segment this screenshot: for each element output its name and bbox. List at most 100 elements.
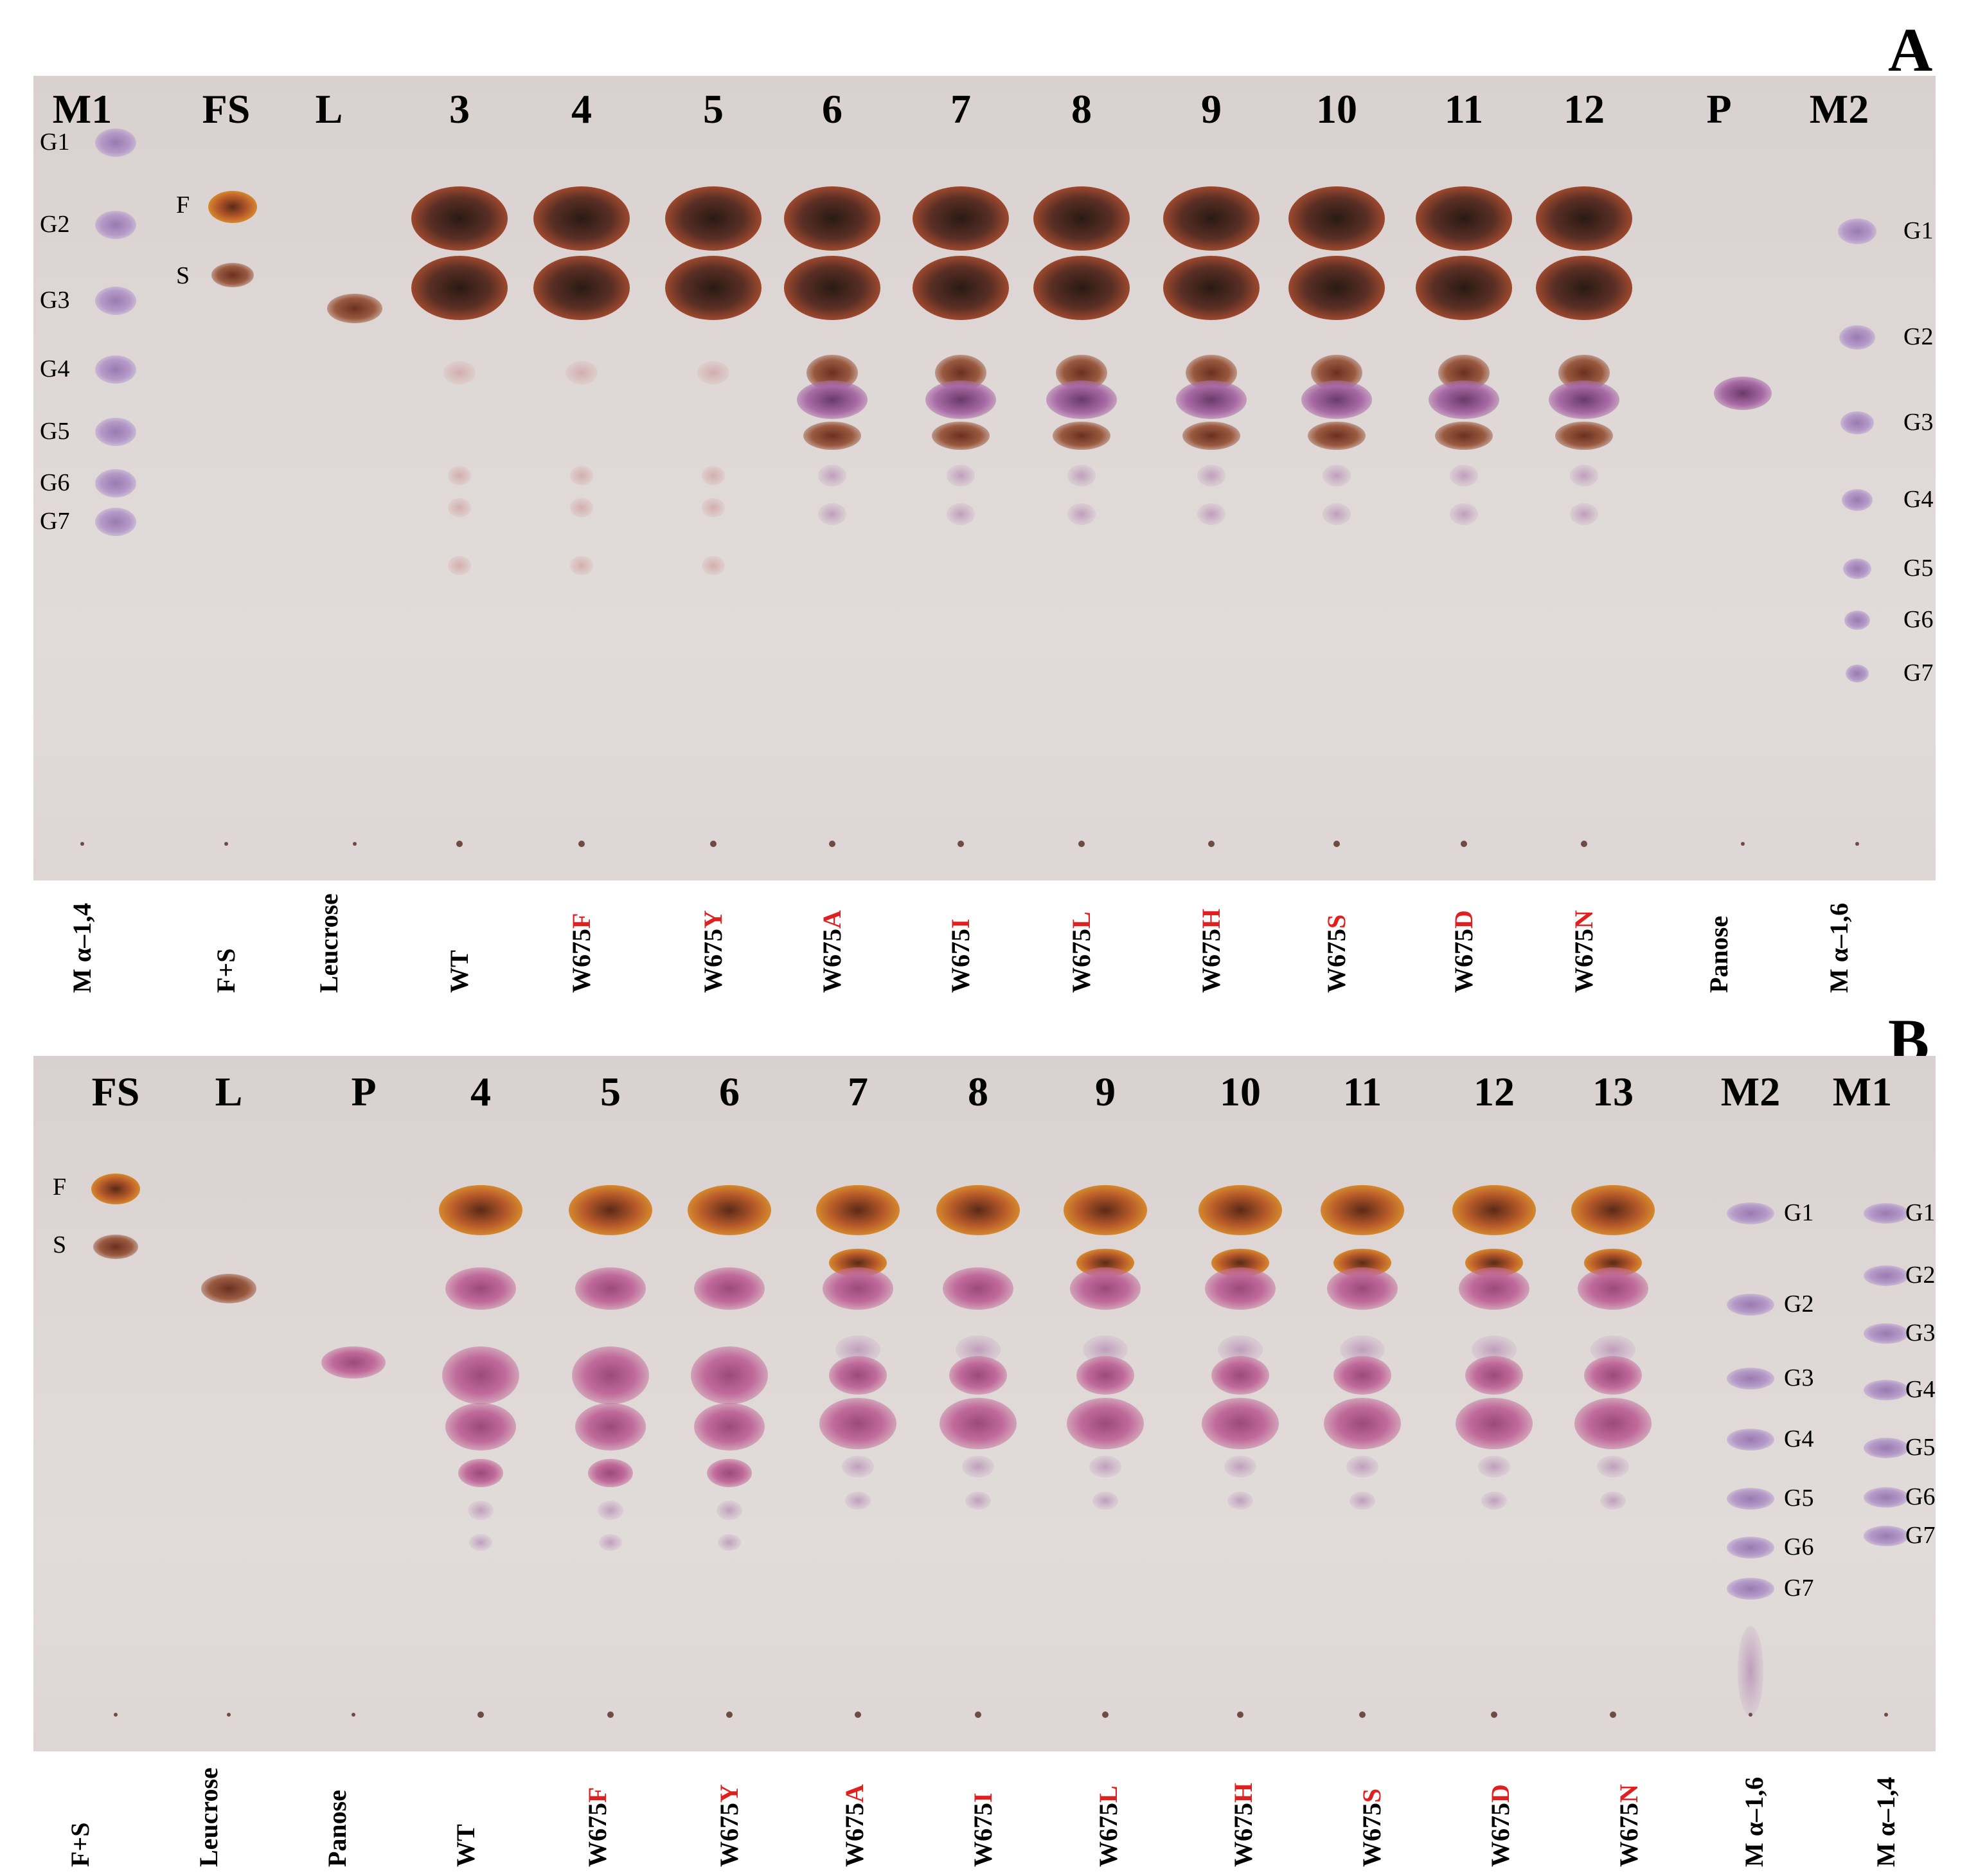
- glucose-spot: [936, 1185, 1020, 1235]
- product-spot: [448, 466, 471, 485]
- lane-label: W675A: [840, 1784, 869, 1867]
- lane-header: 11: [1342, 1069, 1382, 1114]
- std-label-right: G2: [1903, 323, 1934, 350]
- standard-spot: [1839, 325, 1875, 350]
- product-spot: [1465, 1356, 1523, 1395]
- product-spot: [1584, 1356, 1642, 1395]
- lane-label: W675I: [946, 918, 975, 993]
- tlc-plate-b: FS L P 4 5 6 7 8 9 10 11 12 13 M2 M1 F S G1 G2 G3 G4 G5 G6 G7 G1…: [33, 1056, 1936, 1751]
- product-spot: [818, 503, 846, 525]
- std-label-m2: G7: [1784, 1575, 1814, 1602]
- lane-header: 7: [848, 1069, 868, 1114]
- lane-label-base: W675: [1094, 1803, 1123, 1867]
- lane-header: 3: [449, 86, 470, 132]
- product-spot: [665, 256, 762, 320]
- lane-label: W675F: [583, 1787, 612, 1867]
- lane-label-base: WT: [445, 950, 474, 993]
- mutation-residue: I: [968, 1792, 997, 1803]
- origin-dot: [224, 842, 228, 846]
- product-spot: [1456, 1398, 1533, 1449]
- lane-label-base: W675: [1569, 929, 1598, 993]
- product-spot: [570, 466, 593, 485]
- product-spot: [1046, 380, 1117, 419]
- lane-header: 8: [968, 1069, 988, 1114]
- lane-header: 11: [1444, 86, 1484, 132]
- lane-label: W675D: [1449, 910, 1478, 993]
- lane-label: W675A: [817, 910, 846, 993]
- origin-dot: [1102, 1711, 1109, 1718]
- lane-header: P: [1706, 86, 1732, 132]
- lane-label: W675Y: [715, 1784, 744, 1867]
- origin-dot: [1749, 1713, 1752, 1717]
- standard-spot: [1864, 1265, 1909, 1286]
- lane-label: WT: [451, 1824, 480, 1867]
- lane-label-base: W675: [840, 1803, 869, 1867]
- product-spot: [411, 256, 508, 320]
- product-spot: [566, 361, 598, 384]
- std-label-m2: G4: [1784, 1425, 1814, 1452]
- lane-label-base: W675: [1322, 929, 1351, 993]
- origin-dot: [1491, 1711, 1497, 1718]
- standard-spot: [1727, 1368, 1774, 1389]
- lane-label: W675N: [1569, 910, 1598, 993]
- lane-label: W675D: [1486, 1784, 1515, 1867]
- lane-label: W675Y: [699, 910, 727, 993]
- standard-spot: [95, 418, 136, 446]
- product-spot: [1327, 1267, 1398, 1310]
- mutation-residue: A: [817, 910, 846, 929]
- mutation-residue: Y: [699, 910, 727, 929]
- product-spot: [1478, 1456, 1510, 1478]
- product-spot: [697, 361, 729, 384]
- product-spot: [717, 1501, 742, 1520]
- origin-dot: [1461, 841, 1467, 847]
- product-spot: [947, 465, 975, 487]
- lane-label-base: W675: [699, 929, 727, 993]
- product-spot: [1288, 256, 1385, 320]
- product-spot: [702, 498, 725, 517]
- product-spot: [570, 498, 593, 517]
- std-label-left: G4: [40, 355, 70, 382]
- product-spot: [694, 1267, 765, 1310]
- product-spot: [1574, 1398, 1652, 1449]
- origin-dot: [352, 1713, 355, 1717]
- lane-header: 9: [1201, 86, 1222, 132]
- product-spot: [943, 1267, 1013, 1310]
- product-spot: [1450, 503, 1478, 525]
- lane-header: 10: [1316, 86, 1357, 132]
- product-spot: [829, 1356, 887, 1395]
- product-spot: [1549, 380, 1619, 419]
- product-spot: [1067, 1398, 1144, 1449]
- lane-label-base: W675: [1449, 929, 1478, 993]
- mutation-residue: H: [1229, 1782, 1258, 1803]
- origin-dot: [477, 1711, 484, 1718]
- lane-label: W675F: [567, 913, 596, 993]
- mutation-residue: H: [1197, 908, 1225, 929]
- product-spot: [448, 556, 471, 575]
- std-label-m2: G2: [1784, 1291, 1814, 1318]
- lane-label: W675S: [1357, 1789, 1386, 1867]
- std-label-m2: G3: [1784, 1364, 1814, 1391]
- product-spot: [1536, 256, 1632, 320]
- standard-spot: [1727, 1429, 1774, 1451]
- lane-label: Leucrose: [194, 1767, 223, 1867]
- panose-spot: [321, 1346, 386, 1379]
- origin-dot: [607, 1711, 614, 1718]
- product-spot: [718, 1534, 741, 1551]
- lane-header: 7: [950, 86, 971, 132]
- product-spot: [570, 556, 593, 575]
- product-spot: [1450, 465, 1478, 487]
- lane-header: M2: [1809, 86, 1869, 132]
- lane-label-base: M α–1,4: [67, 902, 96, 993]
- standard-spot: [1727, 1488, 1774, 1510]
- origin-dot: [975, 1711, 981, 1718]
- lane-label: F+S: [66, 1823, 94, 1867]
- glucose-spot: [816, 1185, 900, 1235]
- glucose-spot: [1163, 186, 1260, 251]
- lane-label-base: M α–1,4: [1871, 1776, 1900, 1867]
- leucrose-spot: [201, 1274, 256, 1303]
- std-label-m1: G1: [1905, 1199, 1936, 1226]
- mutation-residue: F: [583, 1787, 612, 1803]
- product-spot: [1197, 465, 1225, 487]
- ladder-smear: [1738, 1626, 1763, 1716]
- product-spot: [442, 1346, 519, 1404]
